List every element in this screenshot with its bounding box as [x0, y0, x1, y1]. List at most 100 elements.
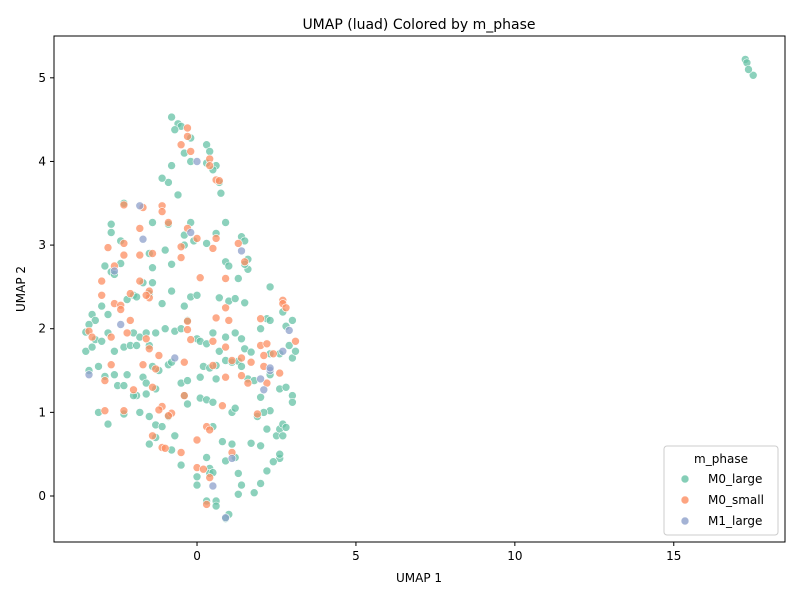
data-point-M1_large-4	[237, 246, 246, 256]
data-point-M0_small-23	[176, 253, 186, 262]
data-point-M0_large-196	[119, 381, 129, 390]
data-point-M0_large-98	[284, 341, 294, 350]
data-point-M0_large-103	[94, 362, 103, 371]
data-point-M1_large-15	[227, 454, 237, 463]
data-point-M0_small-70	[221, 372, 230, 382]
data-point-M0_large-143	[145, 412, 154, 421]
data-point-M0_small-76	[100, 376, 110, 385]
data-point-M0_large-124	[211, 374, 221, 384]
x-tick-label-0: 0	[193, 549, 201, 563]
data-point-M0_small-22	[148, 249, 157, 258]
data-point-M0_large-182	[249, 488, 259, 498]
data-point-M0_large-118	[183, 376, 192, 385]
data-point-M0_large-42	[234, 274, 243, 283]
data-point-M0_large-51	[167, 286, 176, 296]
data-point-M1_large-11	[256, 374, 265, 384]
data-point-M0_small-39	[221, 303, 230, 313]
y-tick-label-3: 3	[38, 238, 46, 252]
data-point-M0_large-37	[167, 259, 176, 269]
data-point-M0_large-170	[256, 441, 265, 451]
data-point-M0_large-163	[227, 439, 237, 449]
data-point-M0_small-84	[218, 401, 227, 411]
data-point-M0_small-16	[211, 234, 221, 243]
y-tick-label-2: 2	[38, 322, 46, 336]
y-tick-label-1: 1	[38, 405, 46, 419]
data-point-M0_small-12	[164, 218, 173, 227]
data-point-M0_large-149	[170, 431, 180, 441]
data-point-M0_large-194	[230, 403, 240, 413]
data-point-M0_large-142	[135, 408, 145, 417]
data-point-M0_large-161	[218, 437, 227, 446]
y-tick-label-0: 0	[38, 489, 46, 503]
data-point-M0_large-107	[122, 370, 132, 380]
data-point-M0_large-26	[106, 219, 116, 229]
data-point-M0_small-69	[208, 361, 218, 370]
data-point-M0_large-171	[262, 424, 272, 434]
legend-marker-M1_large	[680, 516, 690, 526]
data-point-M0_large-101	[81, 346, 91, 356]
data-point-M0_small-48	[126, 316, 135, 325]
data-point-M0_small-28	[97, 276, 106, 286]
data-point-M0_large-197	[141, 389, 151, 399]
data-point-M0_large-90	[230, 328, 240, 338]
y-axis-label: UMAP 2	[14, 266, 28, 312]
data-point-M1_large-13	[265, 363, 275, 373]
data-point-M0_small-18	[119, 239, 129, 248]
data-point-M0_large-102	[87, 342, 97, 352]
data-point-M0_large-188	[192, 472, 202, 482]
legend: m_phase M0_large M0_small M1_large	[663, 445, 779, 536]
data-point-M0_small-41	[256, 314, 265, 324]
data-point-M1_large-10	[170, 353, 180, 363]
data-point-M0_small-30	[195, 273, 205, 283]
data-point-M0_small-100	[246, 357, 256, 367]
data-point-M0_large-91	[237, 334, 246, 344]
data-point-M0_small-99	[202, 500, 211, 509]
x-axis-ticks: 0 5 10 15	[193, 542, 681, 563]
legend-box	[663, 445, 779, 536]
data-point-M0_large-189	[192, 480, 202, 490]
data-point-M0_large-80	[151, 328, 160, 338]
data-point-M0_large-36	[160, 245, 170, 255]
legend-title: m_phase	[694, 452, 748, 466]
data-point-M0_small-83	[180, 391, 189, 400]
data-point-M0_small-13	[135, 224, 145, 233]
data-point-M0_small-0	[183, 123, 192, 133]
data-point-M0_large-89	[221, 332, 230, 342]
data-point-M0_small-52	[154, 351, 164, 360]
data-point-M0_large-100	[291, 346, 300, 356]
data-point-M0_large-72	[110, 346, 119, 356]
data-point-M0_large-129	[237, 362, 246, 371]
data-point-M0_small-53	[183, 325, 192, 334]
data-point-M0_small-90	[160, 443, 170, 453]
data-point-M0_large-168	[246, 438, 256, 448]
data-point-M0_small-66	[138, 360, 148, 370]
data-point-M0_large-137	[288, 397, 297, 407]
data-point-M0_large-125	[215, 346, 224, 356]
data-point-M0_small-64	[106, 332, 116, 342]
legend-label-M0_small: M0_small	[708, 493, 764, 507]
data-point-M0_large-39	[224, 261, 234, 271]
data-point-M0_large-21	[221, 218, 230, 227]
data-point-M0_large-55	[215, 293, 224, 303]
data-point-M0_large-63	[97, 301, 106, 311]
data-point-M0_large-46	[148, 278, 157, 288]
data-point-M0_small-11	[157, 207, 167, 216]
data-point-M0_large-13	[157, 173, 167, 183]
data-point-M0_large-5	[205, 147, 214, 156]
data-point-M1_large-8	[278, 346, 288, 356]
data-point-M0_small-1	[183, 132, 192, 141]
data-point-M0_large-166	[237, 480, 246, 490]
data-point-M0_large-24	[202, 239, 211, 248]
data-point-M0_large-65	[91, 316, 100, 325]
data-point-M0_large-120	[195, 372, 205, 382]
data-point-M0_large-165	[234, 469, 243, 478]
data-point-M0_large-151	[176, 460, 186, 470]
data-point-M0_large-12	[164, 178, 173, 187]
plot-frame	[53, 35, 786, 543]
data-point-M0_small-88	[148, 431, 157, 441]
data-point-M0_large-81	[160, 324, 170, 334]
data-point-M0_small-102	[268, 349, 278, 359]
data-point-M0_large-52	[180, 301, 189, 311]
data-point-M0_small-7	[215, 176, 224, 185]
